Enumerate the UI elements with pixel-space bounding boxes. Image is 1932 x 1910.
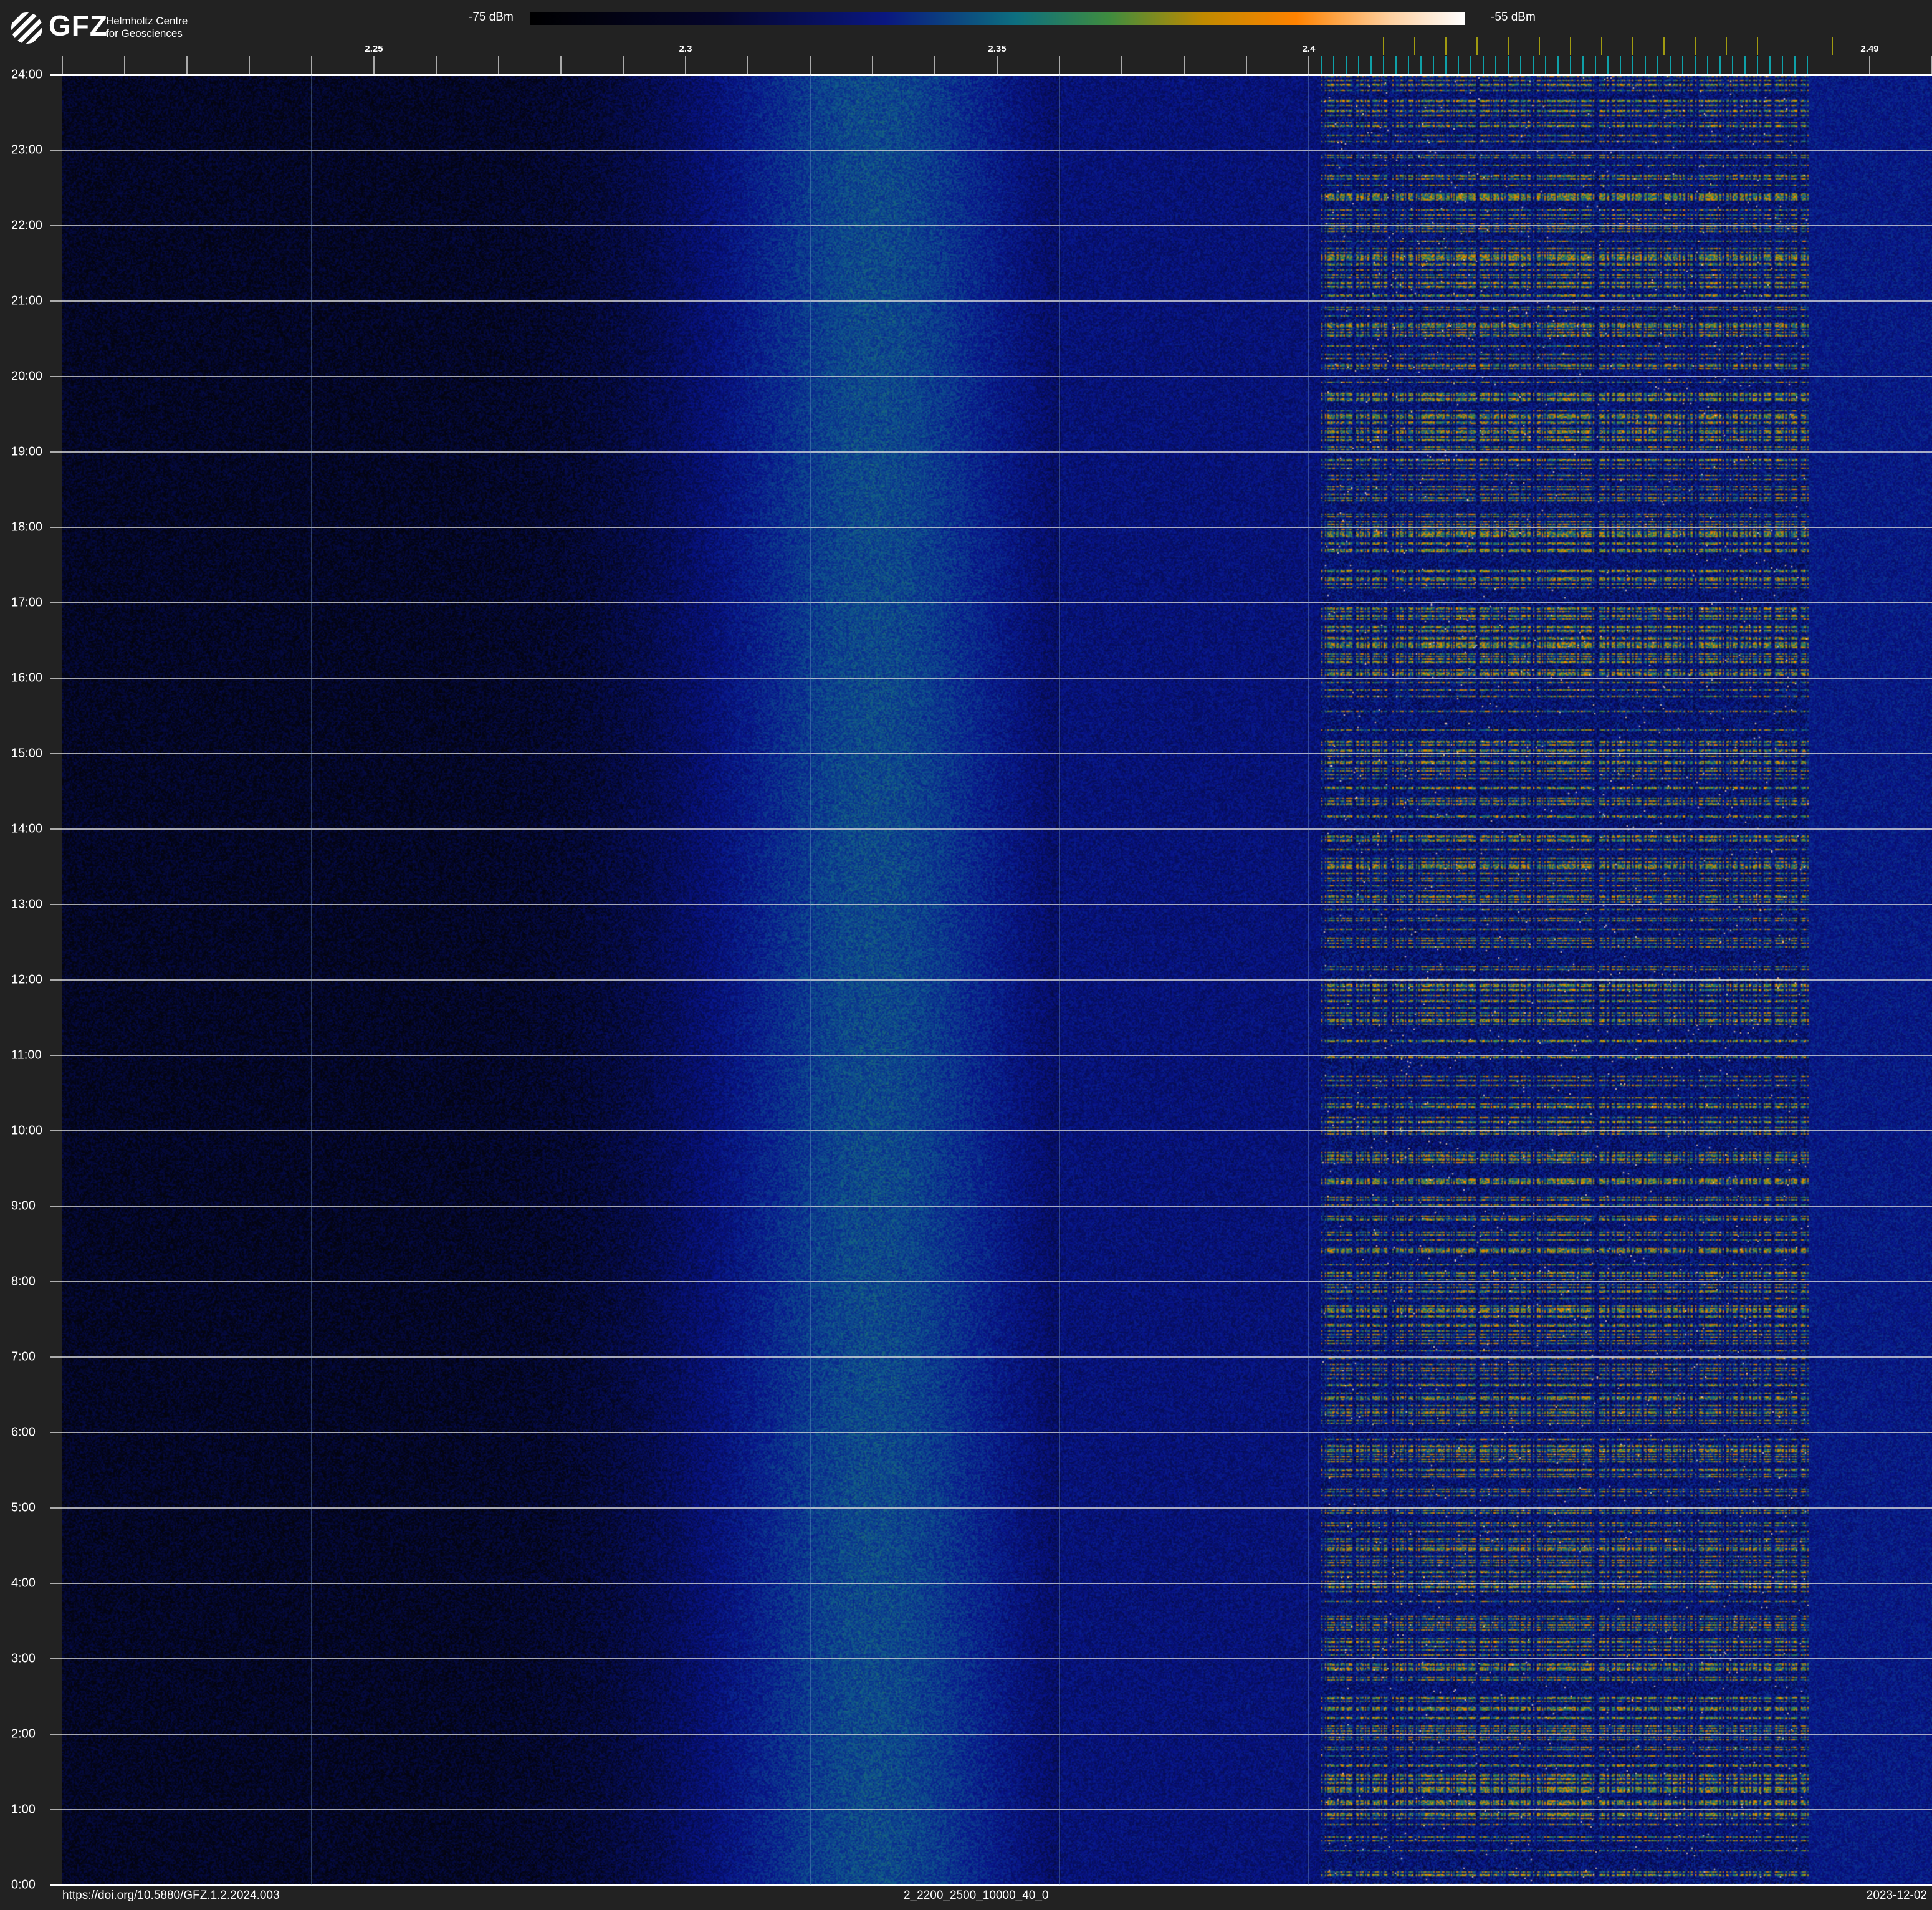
date-label: 2023-12-02 <box>1866 1889 1927 1902</box>
x-tick-label: 2.25 <box>365 44 383 54</box>
y-tick-label: 10:00 <box>11 1123 43 1138</box>
y-tick-label: 24:00 <box>11 67 43 82</box>
dataset-id: 2_2200_2500_10000_40_0 <box>904 1889 1049 1902</box>
y-tick-label: 0:00 <box>11 1878 36 1892</box>
y-tick-label: 12:00 <box>11 972 43 987</box>
x-tick-label: 2.4 <box>1302 44 1316 54</box>
y-tick-label: 13:00 <box>11 897 43 911</box>
logo-mark: GFZ <box>49 9 108 42</box>
colorbar <box>530 12 1465 25</box>
y-tick-label: 7:00 <box>11 1350 36 1364</box>
y-tick-label: 15:00 <box>11 746 43 761</box>
y-tick-label: 11:00 <box>11 1048 42 1062</box>
x-tick-label: 2.49 <box>1860 44 1879 54</box>
logo-line1: Helmholtz Centre <box>106 15 188 27</box>
y-tick-label: 22:00 <box>11 218 43 233</box>
y-tick-label: 6:00 <box>11 1425 36 1439</box>
y-tick-label: 9:00 <box>11 1199 36 1213</box>
colorbar-max-label: -55 dBm <box>1491 11 1536 24</box>
y-tick-label: 5:00 <box>11 1500 36 1515</box>
y-tick-label: 23:00 <box>11 143 43 157</box>
y-tick-label: 21:00 <box>11 294 43 308</box>
colorbar-min-label: -75 dBm <box>469 11 514 24</box>
spectrogram <box>62 75 1932 1885</box>
doi-link[interactable]: https://doi.org/10.5880/GFZ.1.2.2024.003 <box>62 1889 280 1902</box>
logo-line2: for Geosciences <box>106 27 183 39</box>
y-tick-label: 18:00 <box>11 520 43 534</box>
y-tick-label: 14:00 <box>11 822 43 836</box>
y-tick-label: 17:00 <box>11 595 43 610</box>
y-tick-label: 4:00 <box>11 1576 36 1590</box>
y-tick-label: 1:00 <box>11 1802 36 1816</box>
y-tick-label: 20:00 <box>11 369 43 383</box>
y-tick-label: 2:00 <box>11 1727 36 1741</box>
y-tick-label: 8:00 <box>11 1274 36 1289</box>
x-tick-label: 2.3 <box>679 44 692 54</box>
y-tick-label: 19:00 <box>11 444 43 459</box>
y-tick-label: 3:00 <box>11 1651 36 1666</box>
y-tick-label: 16:00 <box>11 671 43 685</box>
gfz-logo-icon <box>11 12 42 44</box>
x-tick-label: 2.35 <box>988 44 1007 54</box>
logo-text: Helmholtz Centre for Geosciences <box>106 15 188 40</box>
